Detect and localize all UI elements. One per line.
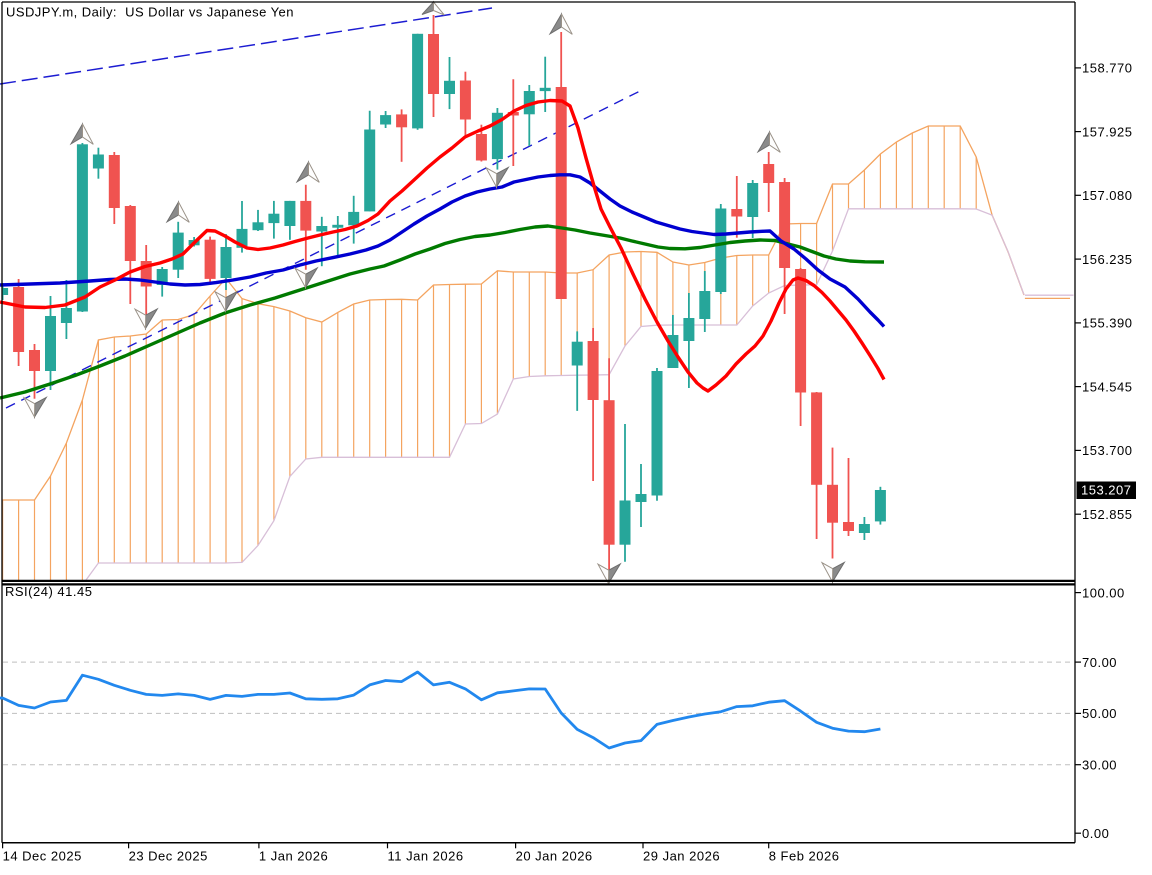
svg-text:0.00: 0.00: [1082, 826, 1109, 841]
svg-text:USDJPY.m, Daily: US Dollar vs: USDJPY.m, Daily: US Dollar vs Japanese Y…: [6, 4, 294, 19]
svg-text:11 Jan 2026: 11 Jan 2026: [388, 849, 464, 864]
svg-text:155.390: 155.390: [1082, 316, 1133, 331]
svg-text:70.00: 70.00: [1082, 655, 1117, 670]
svg-text:20 Jan 2026: 20 Jan 2026: [516, 849, 593, 864]
svg-text:156.235: 156.235: [1082, 252, 1133, 267]
svg-text:100.00: 100.00: [1082, 585, 1125, 600]
svg-text:8 Feb 2026: 8 Feb 2026: [769, 849, 840, 864]
svg-text:30.00: 30.00: [1082, 757, 1117, 772]
svg-text:153.700: 153.700: [1082, 443, 1133, 458]
svg-text:14 Dec 2025: 14 Dec 2025: [3, 849, 82, 864]
svg-text:154.545: 154.545: [1082, 379, 1133, 394]
svg-text:29 Jan 2026: 29 Jan 2026: [643, 849, 720, 864]
svg-text:157.080: 157.080: [1082, 188, 1133, 203]
svg-text:157.925: 157.925: [1082, 124, 1133, 139]
svg-text:50.00: 50.00: [1082, 706, 1117, 721]
svg-text:1 Jan 2026: 1 Jan 2026: [259, 849, 328, 864]
svg-text:153.207: 153.207: [1081, 483, 1132, 498]
svg-text:152.855: 152.855: [1082, 507, 1133, 522]
svg-text:158.770: 158.770: [1082, 61, 1133, 76]
svg-text:23 Dec 2025: 23 Dec 2025: [129, 849, 208, 864]
svg-text:RSI(24) 41.45: RSI(24) 41.45: [5, 584, 92, 599]
